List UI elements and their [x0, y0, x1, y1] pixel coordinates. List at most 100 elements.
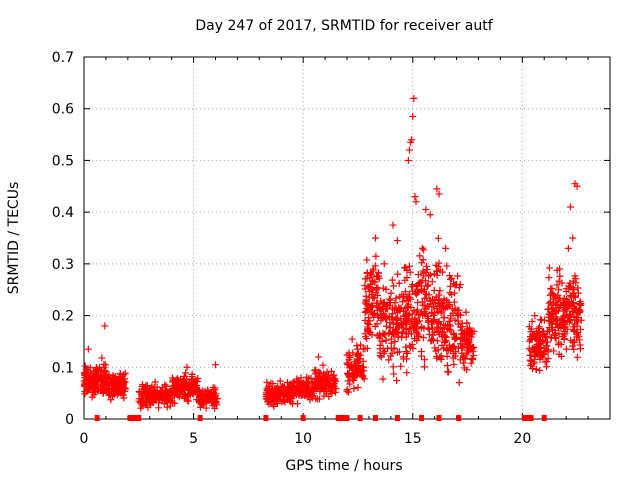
- data-point: [313, 395, 321, 403]
- data-point: [80, 377, 88, 385]
- data-point: [548, 305, 556, 313]
- data-point: [169, 378, 177, 386]
- data-point: [562, 345, 570, 353]
- data-point: [440, 314, 448, 322]
- data-point: [371, 278, 379, 286]
- data-point: [209, 384, 217, 392]
- data-point: [274, 382, 282, 390]
- data-point: [398, 329, 406, 337]
- data-point: [440, 305, 448, 313]
- data-point: [422, 206, 430, 214]
- data-point: [405, 294, 413, 302]
- baseline-marker: [528, 415, 534, 421]
- data-point: [559, 314, 567, 322]
- data-point: [265, 400, 273, 408]
- data-point: [371, 234, 379, 242]
- data-point: [466, 330, 474, 338]
- data-point: [362, 292, 370, 300]
- data-point: [455, 306, 463, 314]
- data-point: [196, 395, 204, 403]
- data-point: [193, 378, 201, 386]
- data-point: [528, 318, 536, 326]
- data-point: [102, 371, 110, 379]
- data-point: [420, 334, 428, 342]
- data-point: [403, 369, 411, 377]
- data-point: [369, 265, 377, 273]
- data-point: [437, 355, 445, 363]
- data-point: [394, 332, 402, 340]
- data-point: [186, 378, 194, 386]
- data-point: [173, 375, 181, 383]
- data-point: [118, 372, 126, 380]
- data-point: [555, 322, 563, 330]
- data-point: [426, 271, 434, 279]
- data-point: [212, 399, 220, 407]
- data-point: [418, 259, 426, 267]
- data-point: [421, 356, 429, 364]
- data-point: [175, 393, 183, 401]
- baseline-marker: [541, 415, 547, 421]
- data-point: [375, 274, 383, 282]
- data-point: [428, 325, 436, 333]
- data-point: [411, 193, 419, 201]
- data-point: [81, 390, 89, 398]
- data-point: [378, 337, 386, 345]
- data-point: [536, 316, 544, 324]
- data-point: [562, 287, 570, 295]
- data-point: [164, 396, 172, 404]
- data-point: [405, 262, 413, 270]
- data-point: [376, 341, 384, 349]
- data-point: [82, 371, 90, 379]
- data-point: [544, 355, 552, 363]
- data-point: [276, 377, 284, 385]
- data-point: [381, 347, 389, 355]
- data-point: [419, 301, 427, 309]
- data-point: [363, 335, 371, 343]
- data-point: [366, 283, 374, 291]
- data-point: [372, 289, 380, 297]
- data-point: [569, 234, 577, 242]
- data-point: [388, 276, 396, 284]
- data-point: [81, 362, 89, 370]
- data-point: [356, 355, 364, 363]
- data-point: [327, 367, 335, 375]
- data-point: [112, 380, 120, 388]
- data-point: [182, 369, 190, 377]
- data-point: [188, 373, 196, 381]
- data-point: [443, 262, 451, 270]
- y-tick-label: 0.5: [52, 153, 74, 169]
- data-point: [391, 338, 399, 346]
- data-point: [361, 275, 369, 283]
- data-point: [468, 344, 476, 352]
- data-point: [329, 383, 337, 391]
- data-point: [532, 366, 540, 374]
- data-point: [361, 330, 369, 338]
- data-point: [317, 385, 325, 393]
- data-point: [468, 355, 476, 363]
- x-tick-label: 10: [294, 431, 312, 447]
- data-point: [320, 378, 328, 386]
- data-point: [321, 374, 329, 382]
- data-points: [80, 94, 585, 421]
- data-point: [412, 325, 420, 333]
- data-point: [445, 302, 453, 310]
- y-tick-label: 0.6: [52, 102, 74, 118]
- data-point: [408, 136, 416, 144]
- data-point: [548, 323, 556, 331]
- data-point: [84, 345, 92, 353]
- data-point: [406, 268, 414, 276]
- data-point: [283, 396, 291, 404]
- data-point: [442, 244, 450, 252]
- data-point: [530, 332, 538, 340]
- baseline-marker: [344, 415, 350, 421]
- data-point: [432, 347, 440, 355]
- data-point: [313, 384, 321, 392]
- data-point: [459, 359, 467, 367]
- data-point: [157, 390, 165, 398]
- data-point: [553, 281, 561, 289]
- data-point: [343, 387, 351, 395]
- data-point: [531, 353, 539, 361]
- data-point: [400, 319, 408, 327]
- data-point: [355, 369, 363, 377]
